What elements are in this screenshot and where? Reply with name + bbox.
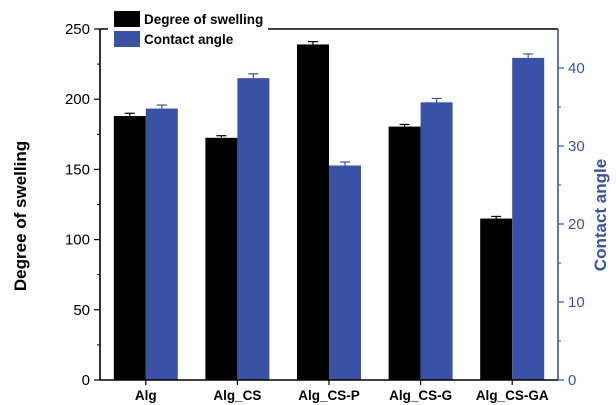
legend: Degree of swelling Contact angle <box>108 6 268 52</box>
y-tick-label-right-20: 20 <box>568 216 585 233</box>
ticks-layer: Alg Alg_CS Alg_CS-P Alg_CS-G Alg_CS-GA050100… <box>65 21 585 403</box>
legend-label-degree-of-swelling: Degree of swelling <box>144 12 263 27</box>
y-axis-title-left: Degree of swelling <box>11 141 30 291</box>
x-tick-label-alg: Alg <box>135 388 157 403</box>
legend-label-contact-angle: Contact angle <box>144 32 234 47</box>
y-tick-label-left-100: 100 <box>65 232 90 249</box>
legend-swatch-contact-angle <box>114 31 140 47</box>
bar-contact-angle-alg-cs-p <box>329 165 361 380</box>
bar-degree-of-swelling-alg-cs-p <box>297 44 329 380</box>
bar-contact-angle-alg-cs <box>237 78 270 380</box>
y-tick-label-right-30: 30 <box>568 138 585 155</box>
y-tick-label-left-150: 150 <box>65 161 90 178</box>
bar-degree-of-swelling-alg-cs <box>205 137 238 380</box>
y-tick-label-right-0: 0 <box>568 372 576 389</box>
y-tick-label-left-200: 200 <box>65 91 90 108</box>
x-tick-label-alg-cs: Alg_CS <box>213 388 261 403</box>
legend-swatch-degree-of-swelling <box>114 11 140 27</box>
bar-degree-of-swelling-alg-cs-ga <box>480 218 513 380</box>
x-tick-label-alg-cs-p: Alg_CS-P <box>298 388 360 403</box>
bar-contact-angle-alg <box>145 108 178 380</box>
bar-degree-of-swelling-alg-cs-g <box>388 126 421 380</box>
x-tick-label-alg-cs-g: Alg_CS-G <box>389 388 452 403</box>
bar-degree-of-swelling-alg <box>113 116 146 380</box>
y-tick-label-right-10: 10 <box>568 294 585 311</box>
y-tick-label-left-250: 250 <box>65 21 90 38</box>
bar-contact-angle-alg-cs-g <box>420 102 453 380</box>
y-tick-label-left-0: 0 <box>82 372 90 389</box>
error-bars-layer <box>124 41 534 219</box>
y-tick-label-left-50: 50 <box>73 302 90 319</box>
y-tick-label-right-40: 40 <box>568 60 585 77</box>
bar-contact-angle-alg-cs-ga <box>512 57 545 381</box>
bars-layer <box>113 44 545 381</box>
y-axis-title-right: Contact angle <box>591 159 610 271</box>
x-tick-label-alg-cs-ga: Alg_CS-GA <box>476 388 549 403</box>
